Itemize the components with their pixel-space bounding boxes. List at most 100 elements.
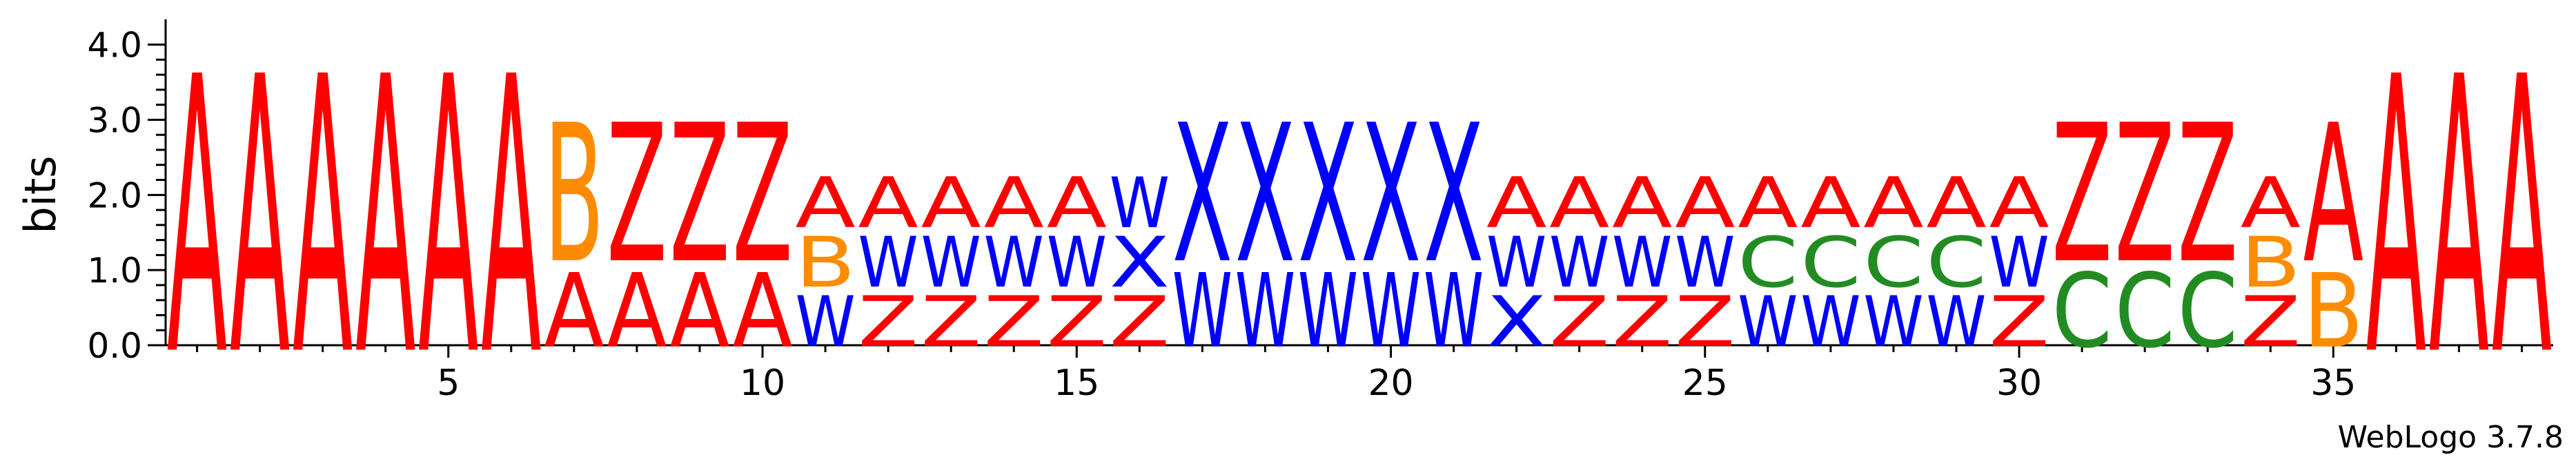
logo-letter-W: W	[1926, 282, 1986, 363]
logo-letter-W: W	[1800, 282, 1860, 363]
logo-letter-Z: Z	[858, 282, 918, 362]
logo-letter-Z: Z	[984, 282, 1044, 362]
logo-letter-Z: Z	[1549, 282, 1609, 362]
logo-letter-C: C	[2052, 253, 2112, 371]
y-tick-label: 3.0	[87, 100, 142, 140]
logo-letter-A: A	[984, 163, 1044, 244]
logo-letter-Z: Z	[921, 282, 981, 362]
logo-letter-A: A	[921, 163, 981, 244]
stack-pos-8: AZ	[607, 84, 667, 371]
logo-letter-W: W	[1863, 282, 1923, 363]
logo-letter-A: A	[2429, 0, 2490, 440]
logo-letter-A: A	[732, 252, 792, 371]
x-tick-label: 20	[1368, 362, 1413, 404]
logo-letter-B: B	[2303, 252, 2363, 371]
stack-pos-17: WX	[1172, 84, 1232, 371]
logo-letter-A: A	[293, 0, 353, 440]
logo-letter-A: A	[2492, 0, 2553, 440]
logo-letter-A: A	[607, 252, 667, 371]
stack-pos-21: WX	[1424, 84, 1484, 371]
logo-letter-W: W	[1172, 252, 1232, 371]
stack-pos-3: A	[293, 0, 353, 440]
stack-pos-15: ZWA	[1047, 163, 1107, 362]
stack-pos-18: WX	[1235, 84, 1295, 371]
stack-pos-27: WCA	[1800, 163, 1860, 362]
stack-pos-20: WX	[1361, 84, 1421, 371]
stack-pos-9: AZ	[669, 84, 729, 371]
logo-letter-W: W	[921, 223, 981, 304]
x-tick-label: 25	[1682, 362, 1728, 404]
stack-pos-23: ZWA	[1549, 163, 1609, 362]
logo-letter-Z: Z	[2241, 282, 2301, 362]
stack-pos-11: WBA	[795, 163, 855, 362]
logo-letter-Z: Z	[732, 84, 792, 306]
logo-letter-A: A	[1047, 163, 1107, 244]
x-tick-label: 15	[1054, 362, 1099, 404]
stack-pos-28: WCA	[1863, 163, 1923, 362]
stack-pos-14: ZWA	[984, 163, 1044, 362]
logo-letter-A: A	[1612, 163, 1672, 244]
logo-letter-Z: Z	[669, 84, 729, 306]
logo-letter-A: A	[1926, 163, 1986, 244]
logo-letter-W: W	[795, 282, 855, 363]
logo-letter-W: W	[1989, 223, 2049, 304]
logo-letter-W: W	[1298, 252, 1358, 371]
letter-stacks: A A A A A A ABAZAZAZWBAZWAZWAZWAZWAZXWWXWXWXWX…	[167, 0, 2553, 440]
logo-letter-W: W	[1549, 223, 1609, 304]
logo-letter-X: X	[1235, 84, 1295, 306]
y-axis-label: bits	[15, 155, 66, 233]
logo-letter-W: W	[1675, 223, 1735, 304]
logo-letter-Z: Z	[2052, 84, 2112, 306]
logo-letter-C: C	[1926, 222, 1986, 303]
stack-pos-2: A	[230, 0, 291, 440]
logo-letter-A: A	[1738, 163, 1798, 244]
x-tick-label: 5	[437, 362, 460, 404]
logo-letter-Z: Z	[2178, 84, 2238, 306]
stack-pos-31: CZ	[2052, 84, 2112, 371]
logo-letter-C: C	[1738, 222, 1798, 303]
stack-pos-1: A	[167, 0, 228, 440]
logo-letter-A: A	[230, 0, 291, 440]
stack-pos-35: BA	[2303, 84, 2363, 371]
stack-pos-38: A	[2492, 0, 2553, 440]
stack-pos-4: A	[355, 0, 416, 440]
logo-letter-B: B	[795, 222, 855, 303]
y-tick-label: 4.0	[87, 26, 142, 66]
logo-letter-Z: Z	[1047, 282, 1107, 362]
logo-letter-A: A	[355, 0, 416, 440]
y-tick-label: 1.0	[87, 251, 142, 291]
logo-letter-A: A	[167, 0, 228, 440]
logo-letter-A: A	[1549, 163, 1609, 244]
logo-letter-Z: Z	[1675, 282, 1735, 362]
logo-letter-W: W	[1361, 252, 1421, 371]
logo-letter-A: A	[795, 163, 855, 244]
logo-letter-A: A	[1800, 163, 1860, 244]
logo-letter-Z: Z	[2114, 84, 2174, 306]
logo-letter-C: C	[2178, 253, 2238, 371]
logo-letter-X: X	[1110, 222, 1170, 303]
x-tick-label: 10	[740, 362, 785, 404]
stack-pos-7: AB	[544, 84, 604, 371]
logo-letter-A: A	[544, 252, 604, 371]
logo-letter-W: W	[1612, 223, 1672, 304]
logo-letter-A: A	[858, 163, 918, 244]
logo-letter-Z: Z	[607, 84, 667, 306]
logo-letter-W: W	[1486, 223, 1546, 304]
x-tick-label: 30	[1996, 362, 2042, 404]
stack-pos-37: A	[2429, 0, 2490, 440]
stack-pos-34: ZBA	[2241, 163, 2301, 362]
logo-letter-Z: Z	[1989, 282, 2049, 362]
logo-letter-A: A	[669, 252, 729, 371]
logo-letter-Z: Z	[1110, 282, 1170, 362]
stack-pos-36: A	[2366, 0, 2427, 440]
logo-letter-W: W	[1047, 223, 1107, 304]
logo-letter-B: B	[544, 84, 604, 306]
logo-letter-W: W	[1235, 252, 1295, 371]
stack-pos-33: CZ	[2178, 84, 2238, 371]
stack-pos-13: ZWA	[921, 163, 981, 362]
logo-letter-X: X	[1172, 84, 1232, 306]
logo-letter-C: C	[2114, 253, 2174, 371]
stack-pos-6: A	[481, 0, 542, 440]
stack-pos-26: WCA	[1738, 163, 1798, 362]
